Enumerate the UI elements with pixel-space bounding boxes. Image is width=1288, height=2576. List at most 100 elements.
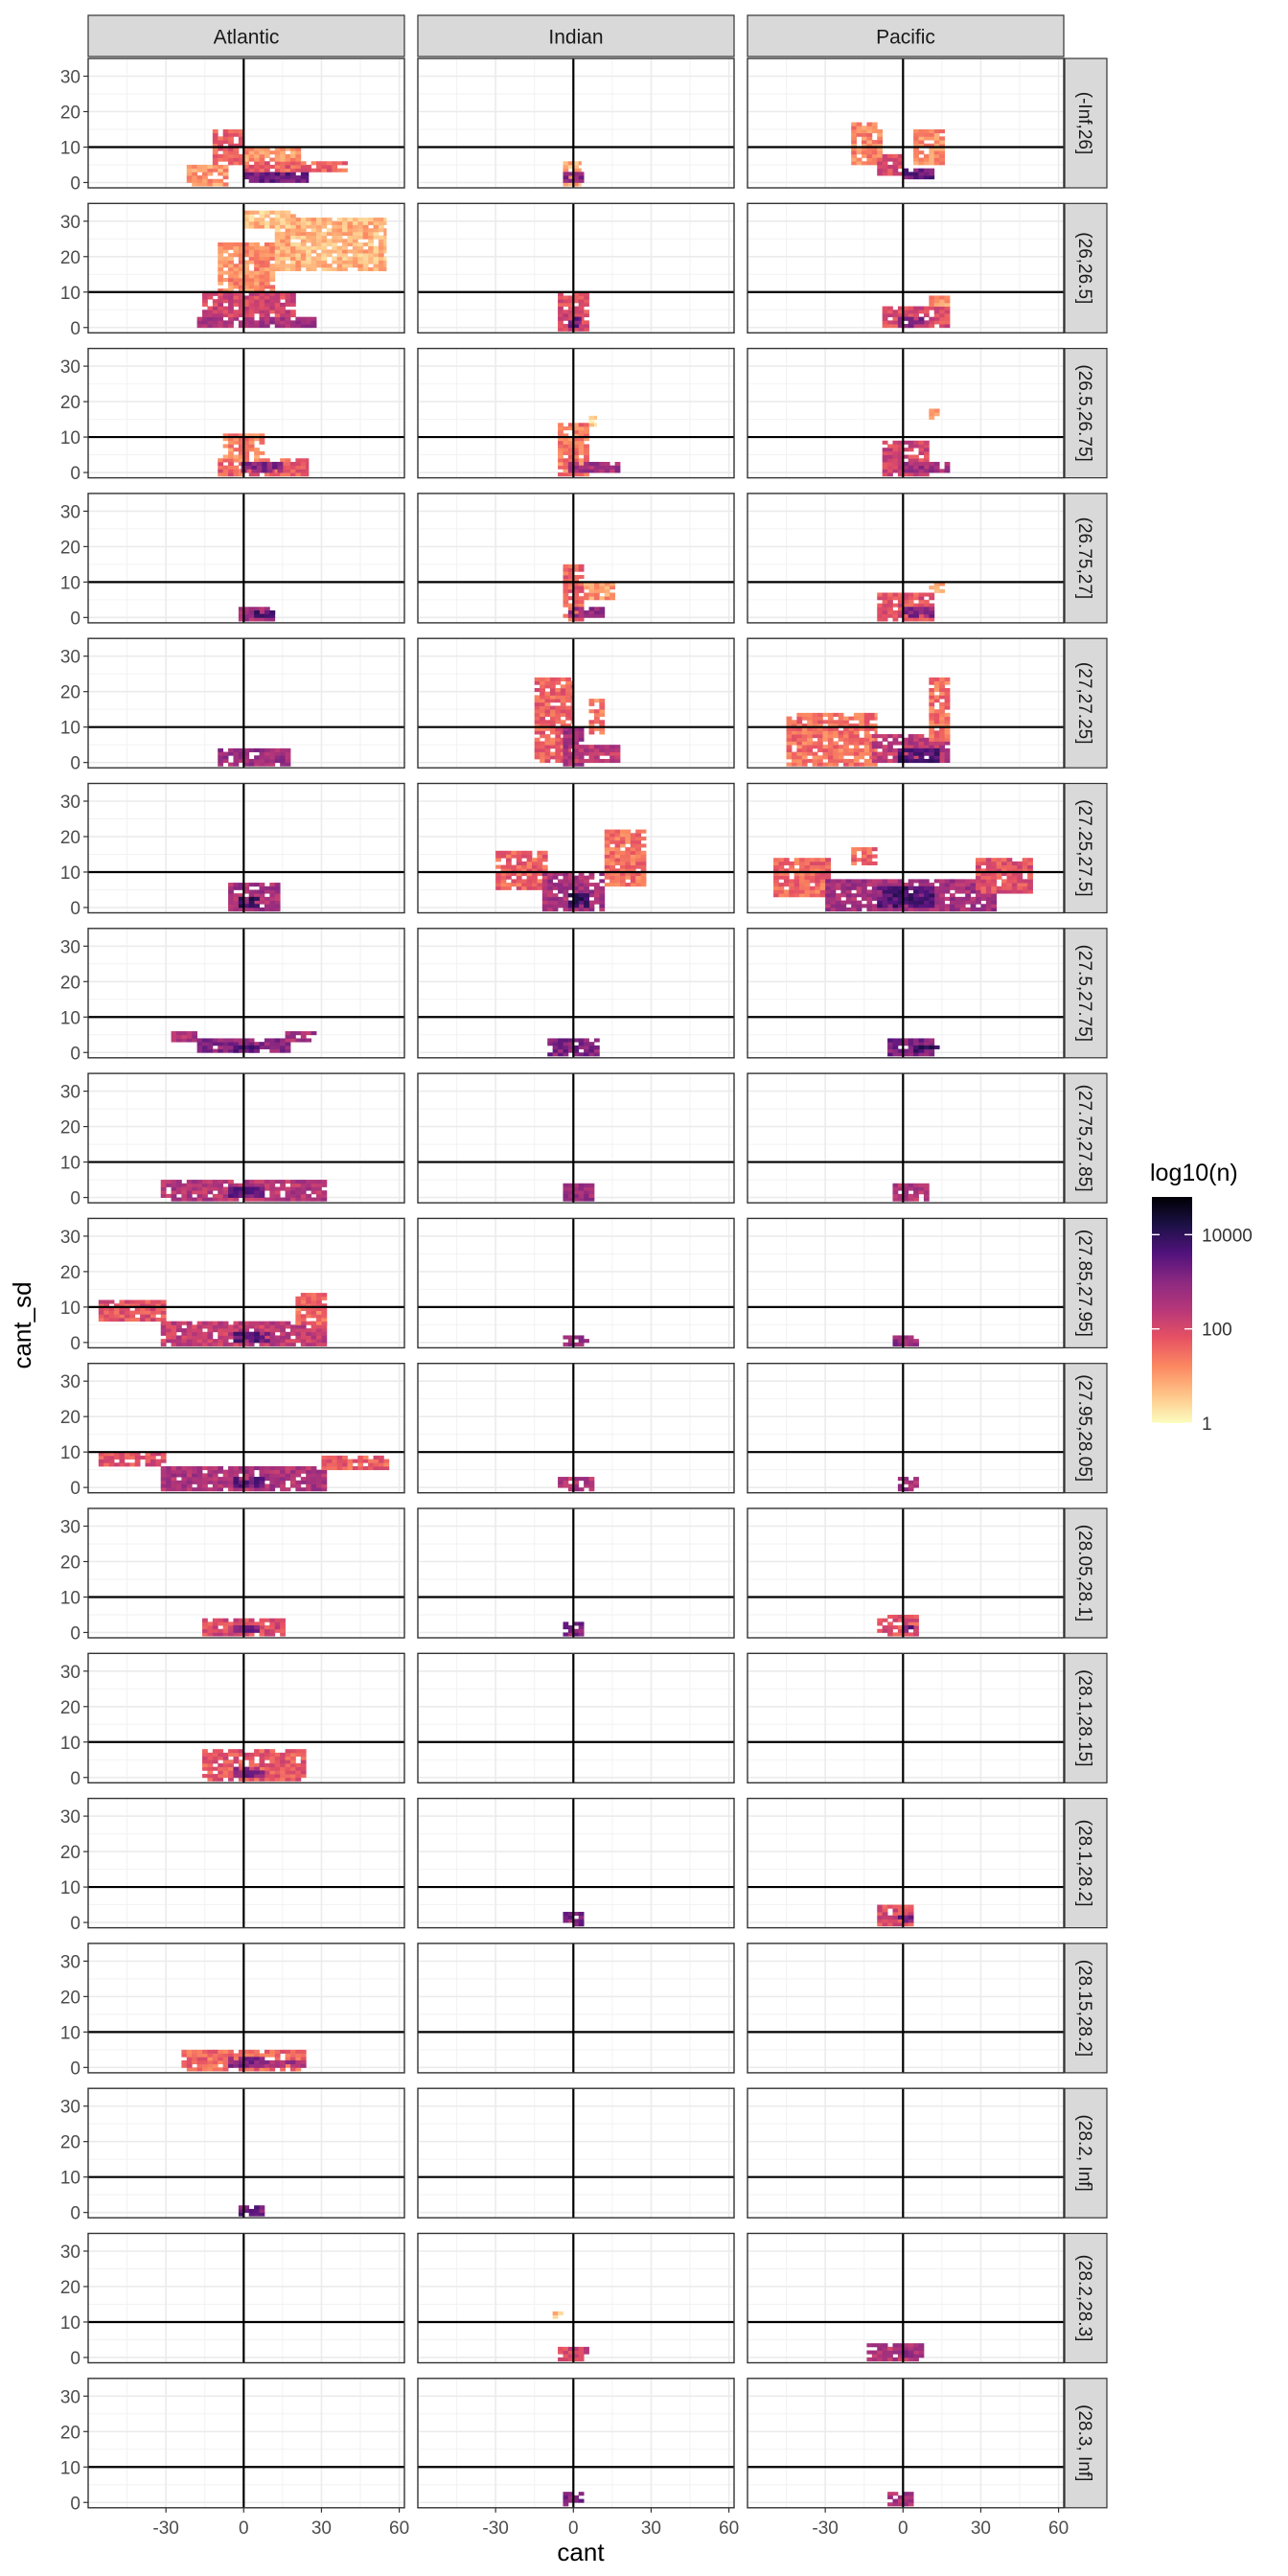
heatmap-tile [269,883,276,887]
heatmap-tile [269,210,276,215]
heatmap-tile [207,316,214,321]
heatmap-tile [923,143,930,148]
heatmap-tile [923,737,930,742]
heatmap-tile [326,239,333,243]
heatmap-tile [378,224,384,229]
heatmap-tile [804,879,811,884]
heatmap-tile [801,730,808,735]
heatmap-tile [887,751,893,756]
heatmap-tile [511,883,518,887]
heatmap-tile [801,712,808,717]
heatmap-tile [505,886,512,890]
heatmap-tile [863,758,870,764]
heatmap-tile [567,886,574,890]
heatmap-tile [500,868,507,873]
heatmap-tile [578,175,585,180]
heatmap-tile [819,893,826,898]
heatmap-tile [274,320,281,325]
heatmap-tile [254,900,260,905]
heatmap-tile [264,617,270,622]
heatmap-tile [171,1465,177,1471]
heatmap-tile [295,320,302,325]
heatmap-tile [310,220,317,225]
heatmap-tile [791,762,797,767]
heatmap-tile [863,716,870,721]
heatmap-tile [949,904,955,908]
heatmap-tile [791,751,797,756]
panel-indian-3 [417,493,735,624]
heatmap-tile [903,617,909,622]
heatmap-tile [897,316,904,321]
heatmap-tile [555,695,562,700]
heatmap-tile [175,1473,182,1478]
heatmap-tile [295,175,302,180]
heatmap-tile [610,748,615,752]
heatmap-tile [233,274,240,279]
heatmap-tile [913,172,919,176]
heatmap-tile [563,440,569,445]
heatmap-tile [259,306,265,310]
heatmap-tile [202,320,208,325]
heatmap-tile [150,1462,156,1467]
heatmap-tile [280,1328,286,1333]
heatmap-tile [373,228,380,233]
heatmap-tile [578,596,585,601]
heatmap-tile [944,699,951,703]
heatmap-tile [897,324,904,329]
heatmap-tile [238,264,244,268]
heatmap-tile [316,1303,322,1308]
heatmap-tile [280,324,286,329]
heatmap-tile [280,320,286,325]
heatmap-tile [243,1331,250,1336]
heatmap-tile [851,850,858,855]
heatmap-tile [171,1487,177,1492]
heatmap-tile [817,726,823,731]
heatmap-tile [316,218,322,222]
heatmap-tile [254,1186,260,1191]
heatmap-tile [812,716,818,721]
heatmap-tile [357,220,364,225]
heatmap-tile [939,684,945,689]
heatmap-tile [150,1459,156,1463]
heatmap-tile [1001,883,1007,887]
heatmap-tile [264,306,270,310]
heatmap-tile [264,150,270,155]
heatmap-tile [306,1339,312,1344]
heatmap-tile [383,239,387,243]
heatmap-tile [897,596,904,601]
heatmap-tile [212,1324,218,1329]
heatmap-tile [903,886,909,890]
heatmap-tile [552,893,559,898]
heatmap-tile [274,1321,281,1325]
heatmap-tile [259,285,265,289]
panel-border [747,1217,1065,1349]
heatmap-tile [104,1306,110,1311]
heatmap-tile [584,458,589,463]
heatmap-tile [908,596,914,601]
heatmap-tile [892,904,899,908]
heatmap-tile [119,1314,126,1319]
heatmap-tile [175,1186,182,1191]
heatmap-tile [233,153,240,158]
heatmap-tile [264,886,270,890]
heatmap-tile [233,458,240,463]
heatmap-tile [285,220,291,225]
heatmap-tile [892,879,899,884]
heatmap-tile [295,164,302,170]
heatmap-tile [933,904,940,908]
heatmap-tile [274,312,281,318]
heatmap-tile [264,310,270,314]
heatmap-tile [903,907,909,912]
heatmap-tile [933,136,940,141]
heatmap-tile [295,458,302,463]
heatmap-tile [578,734,585,739]
heatmap-tile [892,1038,899,1043]
heatmap-tile [980,886,987,890]
heatmap-tile [289,1197,296,1202]
heatmap-tile [196,1042,203,1046]
heatmap-tile [558,1052,564,1057]
heatmap-tile [192,172,198,176]
heatmap-tile [570,702,574,706]
heatmap-tile [254,1048,260,1053]
heatmap-tile [563,879,569,884]
